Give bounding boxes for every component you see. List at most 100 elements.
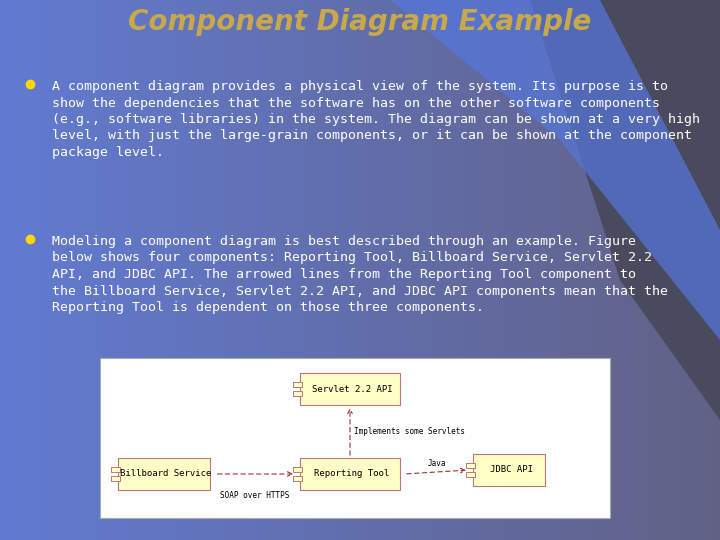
Bar: [500, 0, 505, 540]
Bar: [623, 0, 627, 540]
Bar: [450, 0, 454, 540]
Bar: [461, 0, 465, 540]
Bar: [36, 0, 40, 540]
Bar: [418, 0, 422, 540]
Bar: [288, 0, 292, 540]
Bar: [277, 0, 282, 540]
Bar: [504, 0, 508, 540]
Bar: [205, 0, 210, 540]
Bar: [306, 0, 310, 540]
Bar: [227, 0, 231, 540]
Bar: [65, 0, 69, 540]
Text: Component Diagram Example: Component Diagram Example: [128, 8, 592, 36]
Bar: [140, 0, 145, 540]
Bar: [666, 0, 670, 540]
Bar: [466, 472, 475, 477]
Bar: [709, 0, 714, 540]
Text: A component diagram provides a physical view of the system. Its purpose is to
sh: A component diagram provides a physical …: [52, 80, 700, 159]
Bar: [659, 0, 663, 540]
Bar: [641, 0, 645, 540]
Bar: [144, 0, 148, 540]
Bar: [382, 0, 386, 540]
Bar: [688, 0, 692, 540]
Bar: [119, 0, 123, 540]
Bar: [432, 0, 436, 540]
Bar: [22, 0, 26, 540]
Bar: [317, 0, 321, 540]
Bar: [90, 0, 94, 540]
Bar: [706, 0, 710, 540]
Bar: [515, 0, 519, 540]
Bar: [569, 0, 573, 540]
Bar: [100, 358, 610, 518]
Bar: [360, 0, 364, 540]
Bar: [662, 0, 667, 540]
Bar: [583, 0, 588, 540]
Bar: [540, 0, 544, 540]
Bar: [191, 0, 195, 540]
Bar: [281, 0, 285, 540]
Text: Modeling a component diagram is best described through an example. Figure
below : Modeling a component diagram is best des…: [52, 235, 668, 314]
Bar: [295, 0, 300, 540]
Bar: [238, 0, 242, 540]
Bar: [230, 0, 235, 540]
Text: Implements some Servlets: Implements some Servlets: [354, 427, 465, 436]
Bar: [169, 0, 174, 540]
Bar: [212, 0, 217, 540]
Bar: [43, 0, 48, 540]
Bar: [691, 0, 696, 540]
Bar: [158, 0, 163, 540]
Bar: [616, 0, 620, 540]
Polygon shape: [530, 0, 720, 420]
Polygon shape: [390, 0, 720, 340]
Bar: [302, 0, 307, 540]
Bar: [392, 0, 397, 540]
Bar: [670, 0, 674, 540]
Bar: [47, 0, 51, 540]
Bar: [223, 0, 228, 540]
Bar: [184, 0, 188, 540]
Bar: [118, 458, 210, 490]
Bar: [101, 0, 105, 540]
Bar: [630, 0, 634, 540]
Bar: [482, 0, 487, 540]
Bar: [293, 391, 302, 396]
Bar: [216, 0, 220, 540]
Bar: [180, 0, 184, 540]
Bar: [245, 0, 249, 540]
Bar: [378, 0, 382, 540]
Bar: [133, 0, 138, 540]
Bar: [468, 0, 472, 540]
Bar: [320, 0, 325, 540]
Bar: [551, 0, 555, 540]
Bar: [194, 0, 199, 540]
Bar: [497, 0, 501, 540]
Bar: [202, 0, 206, 540]
Bar: [155, 0, 159, 540]
Bar: [446, 0, 451, 540]
Bar: [0, 0, 4, 540]
Bar: [425, 0, 429, 540]
Bar: [54, 0, 58, 540]
Bar: [130, 0, 134, 540]
Bar: [544, 0, 548, 540]
Bar: [76, 0, 80, 540]
Bar: [648, 0, 652, 540]
Bar: [576, 0, 580, 540]
Bar: [324, 0, 328, 540]
Bar: [300, 458, 400, 490]
Bar: [486, 0, 490, 540]
Text: Servlet 2.2 API: Servlet 2.2 API: [312, 384, 392, 394]
Bar: [4, 0, 8, 540]
Bar: [493, 0, 498, 540]
Bar: [248, 0, 253, 540]
Bar: [18, 0, 22, 540]
Bar: [328, 0, 332, 540]
Bar: [346, 0, 350, 540]
Bar: [619, 0, 624, 540]
Bar: [331, 0, 336, 540]
Bar: [313, 0, 318, 540]
Bar: [436, 0, 440, 540]
Bar: [410, 0, 415, 540]
Text: SOAP over HTTPS: SOAP over HTTPS: [220, 490, 289, 500]
